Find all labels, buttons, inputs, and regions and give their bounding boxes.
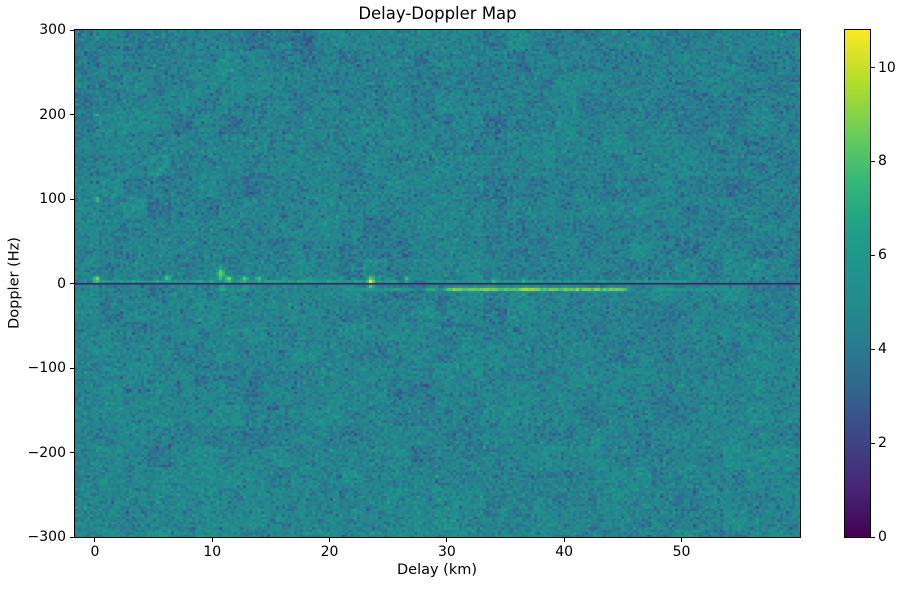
y-tick-mark [70,452,74,453]
x-tick-mark [446,538,448,542]
y-tick-mark [70,114,74,115]
y-axis-label: Doppler (Hz) [6,237,23,329]
colorbar-tick-label: 0 [878,529,887,545]
colorbar-tick-mark [871,536,875,538]
colorbar-tick-label: 2 [878,435,887,452]
y-tick-mark [70,198,74,200]
y-tick-label: 100 [39,191,66,207]
y-tick-mark [70,29,74,31]
colorbar-tick-label: 4 [878,341,887,358]
colorbar-tick-mark [871,348,875,350]
x-tick-label: 30 [437,544,456,560]
colorbar-tick-label: 6 [878,247,887,264]
x-tick-mark [329,538,331,542]
colorbar-tick-mark [871,442,875,444]
y-tick-mark [70,283,74,284]
y-tick-label: 200 [39,106,66,123]
colorbar-tick-mark [871,67,875,69]
y-tick-mark [70,367,74,369]
x-tick-mark [211,538,213,542]
x-axis-label: Delay (km) [396,562,478,578]
x-tick-label: 40 [555,544,574,560]
x-tick-label: 10 [203,544,222,560]
colorbar-border [844,29,871,538]
y-tick-label: 300 [39,22,66,38]
y-tick-label: −300 [27,529,66,545]
x-tick-label: 20 [320,544,339,560]
colorbar-tick-label: 10 [878,59,896,76]
y-tick-label: 0 [57,275,66,292]
colorbar-tick-label: 8 [878,153,887,170]
heatmap-canvas [75,30,800,537]
x-tick-label: 0 [90,544,100,560]
x-tick-mark [563,538,565,542]
colorbar-tick-mark [871,160,875,162]
colorbar-canvas [845,30,870,537]
y-tick-mark [70,536,74,538]
x-tick-mark [681,538,682,542]
x-tick-mark [94,538,96,542]
y-tick-label: −100 [27,360,66,376]
colorbar-tick-mark [871,254,875,256]
x-tick-label: 50 [672,544,691,560]
y-tick-label: −200 [27,444,66,461]
chart-title: Delay-Doppler Map [358,4,517,23]
